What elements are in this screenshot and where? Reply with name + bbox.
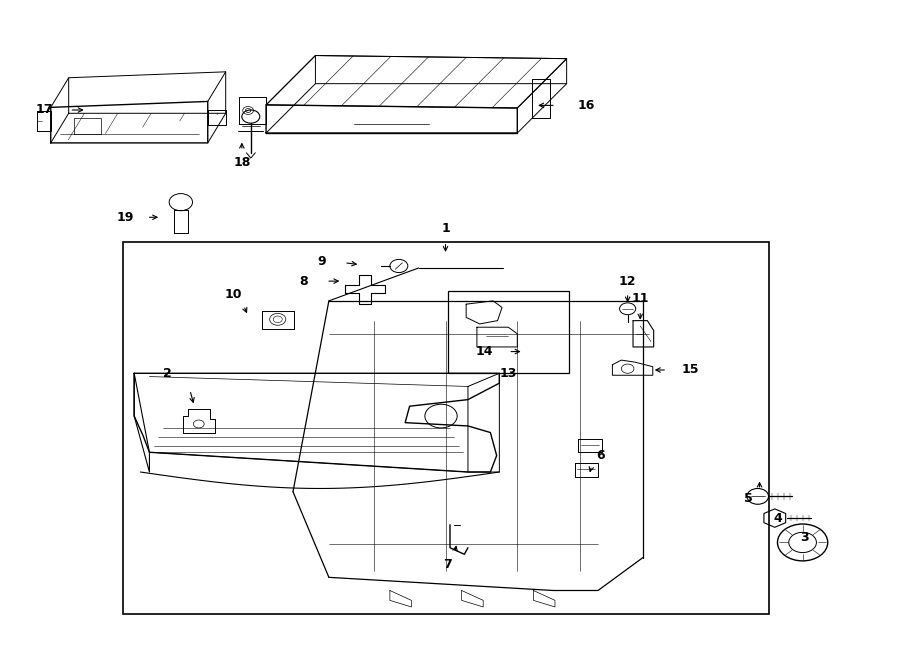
Text: 8: 8: [300, 274, 308, 288]
Text: 4: 4: [773, 512, 782, 525]
Text: 18: 18: [233, 156, 250, 169]
Text: 1: 1: [441, 222, 450, 235]
Text: 3: 3: [800, 531, 809, 545]
Text: 10: 10: [224, 288, 241, 301]
Text: 11: 11: [632, 292, 649, 305]
Bar: [448, 291, 570, 373]
Text: 9: 9: [318, 255, 326, 268]
Text: 6: 6: [597, 449, 605, 462]
Text: 5: 5: [744, 492, 753, 505]
Text: 17: 17: [36, 104, 53, 116]
Text: 2: 2: [163, 367, 172, 380]
Text: 14: 14: [475, 345, 493, 358]
Text: 19: 19: [117, 211, 134, 224]
Text: 16: 16: [578, 99, 595, 112]
Text: 15: 15: [681, 364, 699, 377]
Text: 13: 13: [500, 367, 517, 380]
Text: 7: 7: [443, 558, 452, 570]
Text: 12: 12: [619, 274, 636, 288]
Bar: [122, 242, 769, 613]
